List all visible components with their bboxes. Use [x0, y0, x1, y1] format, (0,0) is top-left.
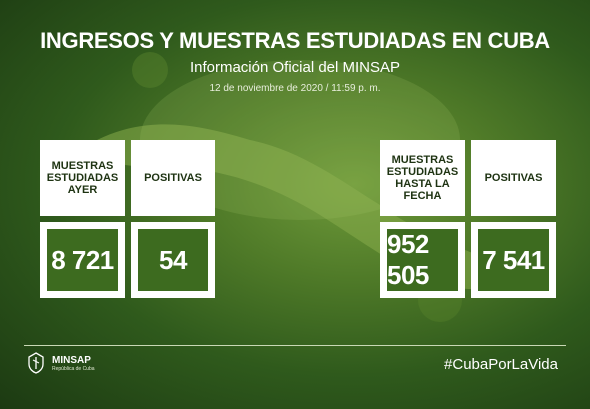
footer-divider: [24, 345, 566, 346]
minsap-emblem-icon: [28, 352, 44, 374]
daily-stats-values: 8 721 54: [40, 222, 215, 298]
report-date: 12 de noviembre de 2020 / 11:59 p. m.: [209, 83, 381, 94]
samples-to-date-heading: MUESTRAS ESTUDIADAS HASTA LA FECHA: [380, 140, 465, 216]
daily-stats-headings: MUESTRAS ESTUDIADAS AYER POSITIVAS: [40, 140, 215, 216]
samples-yesterday-heading: MUESTRAS ESTUDIADAS AYER: [40, 140, 125, 216]
logo-name: MINSAP: [52, 354, 91, 366]
header: INGRESOS Y MUESTRAS ESTUDIADAS EN CUBA I…: [0, 28, 590, 94]
samples-yesterday-value: 8 721: [47, 229, 118, 291]
positives-yesterday-heading: POSITIVAS: [131, 140, 215, 216]
positives-to-date-value: 7 541: [478, 229, 549, 291]
minsap-logo: MINSAP República de Cuba: [26, 352, 95, 374]
samples-to-date-value: 952 505: [387, 229, 458, 291]
cumulative-stats-headings: MUESTRAS ESTUDIADAS HASTA LA FECHA POSIT…: [380, 140, 556, 216]
page-subtitle: Información Oficial del MINSAP: [189, 59, 401, 76]
page-title: INGRESOS Y MUESTRAS ESTUDIADAS EN CUBA: [40, 28, 550, 53]
cumulative-stats-card: MUESTRAS ESTUDIADAS HASTA LA FECHA POSIT…: [380, 140, 556, 298]
logo-subtitle: República de Cuba: [52, 365, 95, 372]
positives-to-date-heading: POSITIVAS: [471, 140, 556, 216]
positives-yesterday-value: 54: [138, 229, 208, 291]
hashtag: #CubaPorLaVida: [444, 356, 558, 373]
daily-stats-card: MUESTRAS ESTUDIADAS AYER POSITIVAS 8 721…: [40, 140, 215, 298]
cumulative-stats-values: 952 505 7 541: [380, 222, 556, 298]
